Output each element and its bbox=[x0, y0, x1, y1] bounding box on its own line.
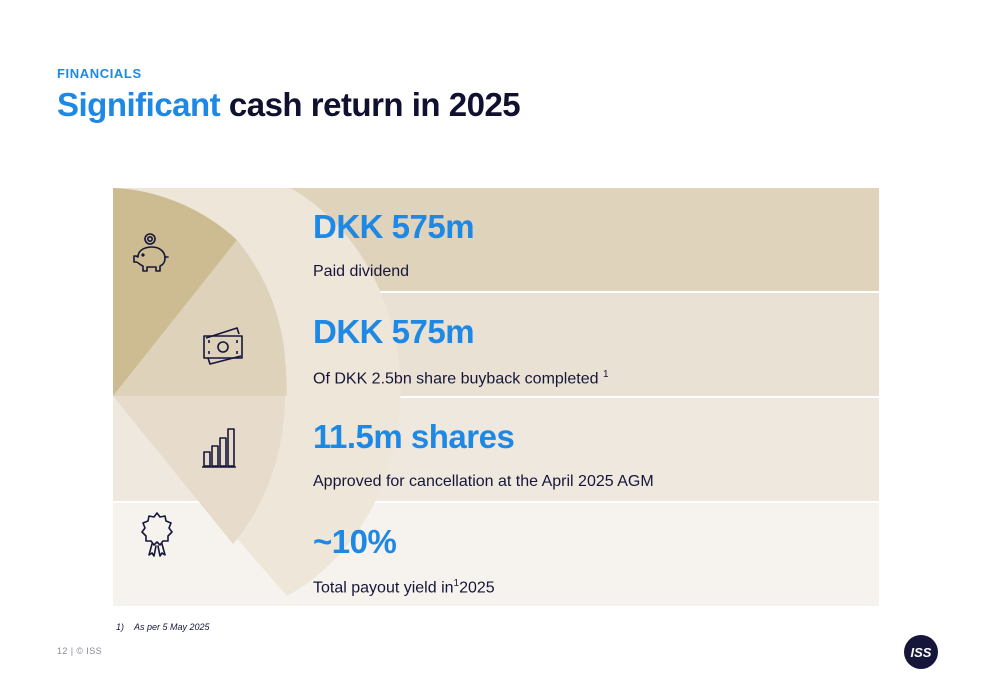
pie-slice-lower-right bbox=[113, 396, 285, 544]
award-rosette-icon bbox=[141, 511, 173, 564]
decorative-pie-graphic bbox=[113, 188, 401, 596]
buyback-label-text: Of DKK 2.5bn share buyback completed bbox=[313, 370, 599, 388]
footer-separator: | bbox=[70, 646, 74, 656]
page-title: Significant cash return in 2025 bbox=[57, 86, 521, 124]
bar-chart-icon bbox=[201, 426, 237, 475]
yield-label-after: 2025 bbox=[459, 579, 495, 597]
iss-logo: ISS bbox=[904, 635, 938, 669]
dividend-amount: DKK 575m bbox=[313, 208, 475, 245]
buyback-label: Of DKK 2.5bn share buyback completed 1 bbox=[313, 369, 609, 388]
shares-amount: 11.5m shares bbox=[313, 418, 515, 455]
footnote-marker: 1 bbox=[602, 369, 609, 380]
footnote-number: 1) bbox=[116, 622, 125, 632]
yield-label-before: Total payout yield in bbox=[313, 579, 454, 597]
copyright: © ISS bbox=[76, 646, 103, 656]
page-footer: 12 | © ISS bbox=[57, 646, 102, 656]
title-rest: cash return in 2025 bbox=[228, 86, 521, 123]
buyback-amount: DKK 575m bbox=[313, 313, 475, 350]
yield-amount: ~10% bbox=[313, 523, 397, 560]
banknote-icon bbox=[201, 324, 247, 373]
page-number: 12 bbox=[57, 646, 68, 656]
pie-slice-darkest bbox=[113, 188, 237, 396]
footnote: 1) As per 5 May 2025 bbox=[116, 622, 210, 632]
logo-text: ISS bbox=[911, 645, 932, 660]
piggy-bank-icon bbox=[131, 231, 171, 284]
yield-label: Total payout yield in12025 bbox=[313, 578, 495, 597]
footnote-marker: 1 bbox=[453, 578, 460, 589]
dividend-label: Paid dividend bbox=[313, 263, 410, 280]
section-eyebrow: FINANCIALS bbox=[57, 66, 142, 81]
title-accent: Significant bbox=[57, 86, 221, 123]
cash-return-panel: DKK 575m Paid dividend DKK 575m Of DKK 2… bbox=[113, 188, 879, 606]
footnote-text: As per 5 May 2025 bbox=[134, 622, 210, 632]
shares-label: Approved for cancellation at the April 2… bbox=[313, 473, 654, 490]
